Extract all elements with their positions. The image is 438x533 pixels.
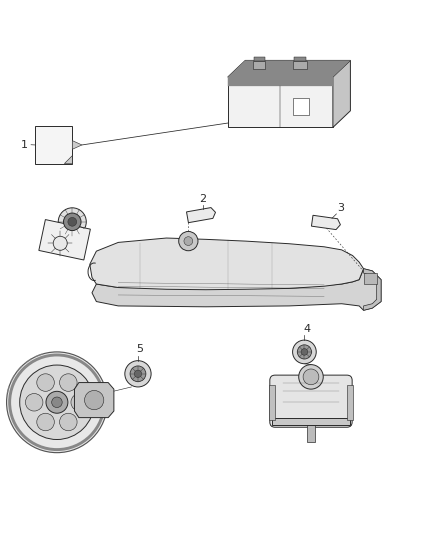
Polygon shape xyxy=(228,60,350,77)
Circle shape xyxy=(46,391,68,413)
Circle shape xyxy=(37,413,54,431)
Polygon shape xyxy=(72,141,82,149)
Polygon shape xyxy=(269,385,275,420)
Text: 3: 3 xyxy=(337,203,344,213)
Bar xyxy=(253,61,265,69)
Circle shape xyxy=(7,352,107,453)
Circle shape xyxy=(293,340,316,364)
Circle shape xyxy=(184,237,193,246)
Circle shape xyxy=(125,361,151,387)
Bar xyxy=(272,418,350,425)
Circle shape xyxy=(52,397,62,408)
Circle shape xyxy=(60,374,77,391)
Text: 1: 1 xyxy=(21,140,28,150)
Circle shape xyxy=(25,393,43,411)
Polygon shape xyxy=(64,156,72,164)
Circle shape xyxy=(71,393,88,411)
Bar xyxy=(254,58,265,61)
Circle shape xyxy=(85,391,104,410)
FancyBboxPatch shape xyxy=(270,375,352,427)
Bar xyxy=(364,273,377,284)
Polygon shape xyxy=(333,60,350,127)
Bar xyxy=(294,58,306,61)
Circle shape xyxy=(303,369,319,385)
Polygon shape xyxy=(364,269,381,310)
Circle shape xyxy=(130,366,146,382)
Polygon shape xyxy=(90,238,364,290)
Polygon shape xyxy=(228,77,333,127)
Text: 5: 5 xyxy=(137,344,144,354)
Circle shape xyxy=(60,413,77,431)
Circle shape xyxy=(297,345,311,359)
Polygon shape xyxy=(92,269,381,310)
Text: 2: 2 xyxy=(199,194,206,204)
Circle shape xyxy=(64,213,81,231)
Circle shape xyxy=(53,236,67,251)
Polygon shape xyxy=(187,207,215,223)
Polygon shape xyxy=(39,220,90,260)
Bar xyxy=(293,61,307,69)
Bar xyxy=(35,126,72,164)
Circle shape xyxy=(134,370,141,377)
Text: 4: 4 xyxy=(303,324,310,334)
Polygon shape xyxy=(74,383,114,418)
Circle shape xyxy=(37,374,54,391)
Bar xyxy=(307,424,315,442)
Circle shape xyxy=(301,349,308,355)
Bar xyxy=(293,98,309,115)
Polygon shape xyxy=(228,60,350,86)
Circle shape xyxy=(179,231,198,251)
Polygon shape xyxy=(228,77,333,86)
Polygon shape xyxy=(311,215,340,230)
Circle shape xyxy=(299,365,323,389)
Circle shape xyxy=(20,365,94,440)
Polygon shape xyxy=(347,385,353,420)
Circle shape xyxy=(58,208,86,236)
Circle shape xyxy=(68,217,77,226)
